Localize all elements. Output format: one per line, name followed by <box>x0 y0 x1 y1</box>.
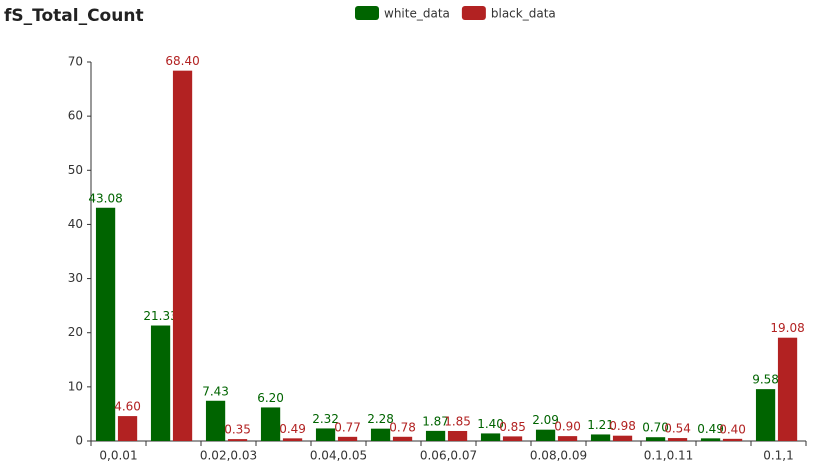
value-label: 0.54 <box>664 422 691 436</box>
y-tick-label: 40 <box>68 217 83 231</box>
value-label: 43.08 <box>88 191 122 205</box>
y-tick-label: 70 <box>68 55 83 69</box>
x-tick-label: 0.08,0.09 <box>530 449 587 463</box>
y-tick-label: 30 <box>68 271 83 285</box>
value-label: 0.78 <box>389 420 416 434</box>
legend-swatch <box>461 6 486 20</box>
bar <box>722 438 743 441</box>
value-label: 1.87 <box>422 414 449 428</box>
y-tick-label: 20 <box>68 325 83 339</box>
value-label: 0.40 <box>719 422 746 436</box>
bar <box>612 435 633 441</box>
bar <box>700 438 721 441</box>
x-tick-label: 0.1,1 <box>763 449 794 463</box>
bar <box>205 400 226 441</box>
bar <box>282 438 303 441</box>
bar <box>425 430 446 441</box>
value-label: 7.43 <box>202 384 229 398</box>
bar <box>480 433 501 441</box>
value-label: 1.85 <box>444 414 471 428</box>
bar <box>502 436 523 441</box>
bar <box>777 337 798 441</box>
value-label: 9.58 <box>752 373 779 387</box>
bar <box>172 70 193 442</box>
bar <box>95 207 116 441</box>
value-label: 1.21 <box>587 418 614 432</box>
bar <box>117 416 138 441</box>
y-tick-label: 0 <box>75 434 83 448</box>
y-tick-label: 50 <box>68 163 83 177</box>
y-tick-label: 60 <box>68 109 83 123</box>
chart-title: fS_Total_Count <box>4 6 144 26</box>
bar <box>447 430 468 441</box>
y-tick-label: 10 <box>68 379 83 393</box>
bar <box>392 436 413 441</box>
value-label: 0.35 <box>224 423 251 437</box>
value-label: 1.40 <box>477 417 504 431</box>
bar <box>645 437 666 441</box>
legend-label: white_data <box>384 7 450 21</box>
value-label: 0.90 <box>554 420 581 434</box>
legend-label: black_data <box>491 7 556 21</box>
x-tick-label: 0.04,0.05 <box>310 449 367 463</box>
value-label: 21.33 <box>143 309 177 323</box>
bar <box>337 436 358 441</box>
value-label: 2.09 <box>532 413 559 427</box>
value-label: 0.49 <box>279 422 306 436</box>
value-label: 6.20 <box>257 391 284 405</box>
x-tick-label: 0.1,0.11 <box>644 449 694 463</box>
bar <box>260 407 281 441</box>
bar <box>755 389 776 441</box>
value-label: 0.77 <box>334 420 361 434</box>
value-label: 4.60 <box>114 400 141 414</box>
bar <box>227 439 248 441</box>
value-label: 0.49 <box>697 422 724 436</box>
bar <box>535 429 556 441</box>
value-label: 19.08 <box>770 321 804 335</box>
x-tick-label: 0.02,0.03 <box>200 449 257 463</box>
value-label: 0.98 <box>609 419 636 433</box>
legend-swatch <box>355 6 379 20</box>
bar <box>315 428 336 441</box>
x-tick-label: 0,0.01 <box>99 449 137 463</box>
value-label: 0.70 <box>642 421 669 435</box>
x-tick-label: 0.06,0.07 <box>420 449 477 463</box>
bar <box>370 428 391 441</box>
bar <box>557 436 578 441</box>
value-label: 2.28 <box>367 412 394 426</box>
value-label: 68.40 <box>165 54 199 68</box>
bar <box>667 438 688 441</box>
bar <box>150 325 171 441</box>
value-label: 0.85 <box>499 420 526 434</box>
bar <box>590 434 611 441</box>
value-label: 2.32 <box>312 412 339 426</box>
